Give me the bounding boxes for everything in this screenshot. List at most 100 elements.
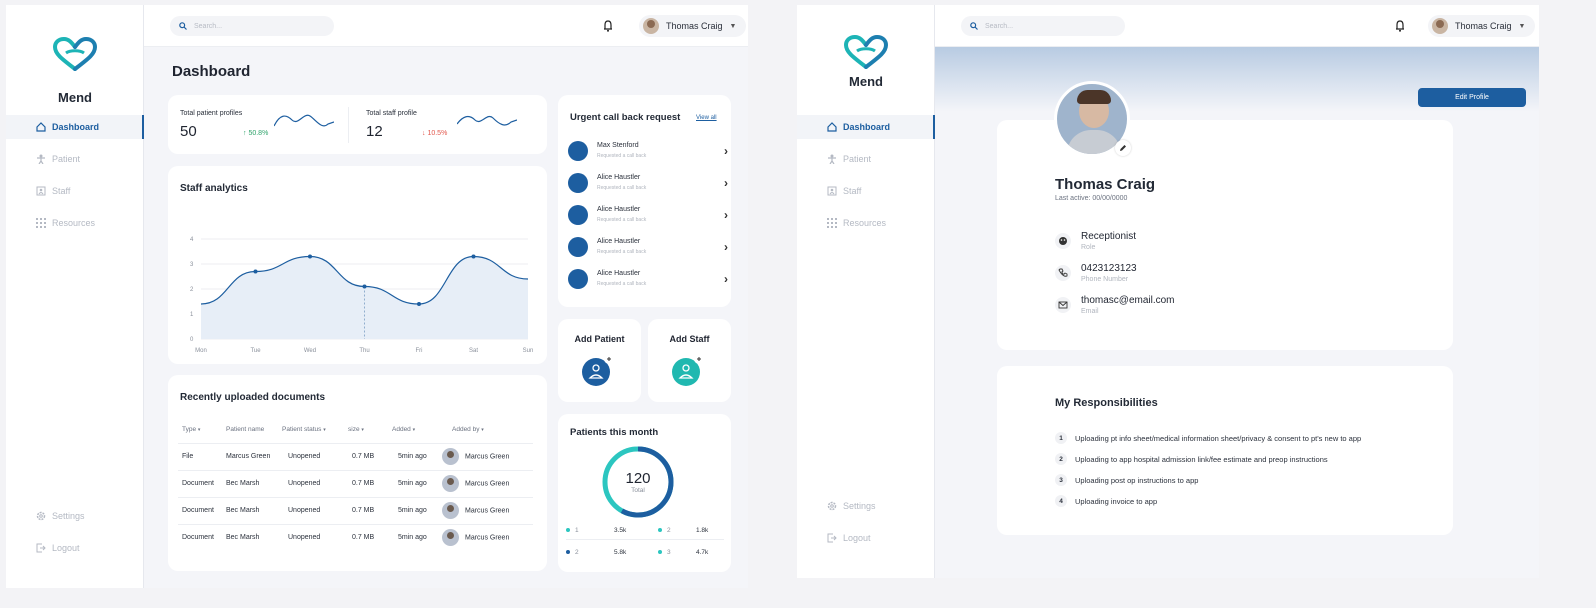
avatar <box>442 448 459 465</box>
sidebar-item-resources[interactable]: Resources <box>6 211 144 235</box>
sidebar-item-dashboard[interactable]: Dashboard <box>797 115 935 139</box>
person-avatar-icon <box>568 141 588 161</box>
column-added-by[interactable]: Added by ▾ <box>452 426 484 434</box>
patients-month-title: Patients this month <box>570 427 659 438</box>
data-point <box>253 269 258 274</box>
callback-item[interactable]: Alice Haustler Requested a call back › <box>568 235 728 259</box>
sidebar-item-label: Patient <box>52 154 81 164</box>
cell-type: Document <box>178 523 222 551</box>
callback-item[interactable]: Alice Haustler Requested a call back › <box>568 203 728 227</box>
person-avatar-icon <box>568 173 588 193</box>
y-tick-label: 1 <box>190 312 194 318</box>
sidebar-item-label: Logout <box>52 543 80 553</box>
cell-type: Document <box>178 496 222 524</box>
sidebar-item-label: Patient <box>843 154 872 164</box>
add-staff-label: Add Staff <box>669 334 710 344</box>
column-patient-status[interactable]: Patient status ▾ <box>282 426 326 434</box>
callback-item[interactable]: Alice Haustler Requested a call back › <box>568 267 728 291</box>
column-size[interactable]: size ▾ <box>348 426 364 434</box>
patients-total-label: Total <box>631 487 645 494</box>
info-value: Receptionist <box>1081 231 1137 242</box>
callback-name: Alice Haustler <box>597 238 641 245</box>
email-icon <box>1055 297 1071 313</box>
x-tick-label: Tue <box>250 348 261 354</box>
sidebar-item-settings[interactable]: Settings <box>6 504 144 528</box>
cell-added-by: Marcus Green <box>438 442 533 470</box>
sidebar-item-patient[interactable]: Patient <box>6 147 144 171</box>
gear-icon <box>827 501 837 511</box>
sidebar-item-label: Dashboard <box>843 122 891 132</box>
x-tick-label: Thu <box>359 348 369 354</box>
brand-name: Mend <box>849 74 883 89</box>
sidebar-item-logout[interactable]: Logout <box>6 536 144 560</box>
bell-icon[interactable] <box>603 20 613 32</box>
stat-change-up: ↑ 50.8% <box>243 130 269 137</box>
divider <box>348 107 349 143</box>
callback-sub: Requested a call back <box>597 249 647 255</box>
callback-name: Alice Haustler <box>597 206 641 213</box>
column-type[interactable]: Type ▾ <box>182 426 201 434</box>
column-added[interactable]: Added ▾ <box>392 426 416 434</box>
sidebar-item-staff[interactable]: Staff <box>6 179 144 203</box>
table-row[interactable]: Document Bec Marsh Unopened 0.7 MB 5min … <box>178 523 533 551</box>
id-card-icon <box>36 186 46 196</box>
profile-screen: Mend Dashboard Patient Staff Resources S… <box>797 5 1539 578</box>
data-point <box>362 284 367 289</box>
avatar <box>1432 18 1448 34</box>
stat-label: Total staff profile <box>366 110 417 117</box>
donut-segment-blue <box>602 446 674 518</box>
sidebar-item-resources[interactable]: Resources <box>797 211 935 235</box>
sidebar-item-label: Resources <box>843 218 887 228</box>
user-name: Thomas Craig <box>1455 21 1512 31</box>
cell-status: Unopened <box>278 469 344 497</box>
view-all-link[interactable]: View all <box>696 115 717 121</box>
sidebar-item-label: Staff <box>843 186 862 196</box>
sidebar-item-label: Settings <box>843 501 876 511</box>
sparkline <box>457 115 517 126</box>
sidebar-item-dashboard[interactable]: Dashboard <box>6 115 144 139</box>
chevron-right-icon: › <box>724 240 728 254</box>
column-patient-name[interactable]: Patient name <box>226 426 265 434</box>
edit-photo-icon[interactable] <box>1115 140 1131 156</box>
add-patient-button[interactable]: Add Patient <box>558 319 641 402</box>
documents-table: Type ▾ Patient name Patient status ▾ siz… <box>178 417 533 551</box>
chevron-right-icon: › <box>724 176 728 190</box>
cell-status: Unopened <box>278 442 344 470</box>
cell-type: File <box>178 442 222 470</box>
responsibility-item: 2 Uploading to app hospital admission lin… <box>1055 451 1328 467</box>
cell-patient-name: Bec Marsh <box>222 496 278 524</box>
callback-card: Urgent call back request View all Max St… <box>558 95 731 307</box>
table-row[interactable]: File Marcus Green Unopened 0.7 MB 5min a… <box>178 442 533 470</box>
chevron-right-icon: › <box>724 208 728 222</box>
last-active: Last active: 00/00/0000 <box>1055 195 1128 202</box>
sidebar-item-label: Staff <box>52 186 71 196</box>
mend-logo-icon <box>52 37 98 71</box>
x-tick-label: Mon <box>195 348 207 354</box>
sidebar-item-logout[interactable]: Logout <box>797 526 935 550</box>
cell-size: 0.7 MB <box>344 442 388 470</box>
sidebar-item-settings[interactable]: Settings <box>797 494 935 518</box>
y-tick-label: 4 <box>190 237 194 243</box>
add-staff-button[interactable]: Add Staff <box>648 319 731 402</box>
data-point <box>308 254 312 259</box>
edit-profile-button[interactable]: Edit Profile <box>1418 88 1526 107</box>
table-row[interactable]: Document Bec Marsh Unopened 0.7 MB 5min … <box>178 496 533 524</box>
table-row[interactable]: Document Bec Marsh Unopened 0.7 MB 5min … <box>178 469 533 497</box>
sidebar-item-patient[interactable]: Patient <box>797 147 935 171</box>
user-menu[interactable]: Thomas Craig ▼ <box>639 15 747 37</box>
documents-title: Recently uploaded documents <box>180 392 326 403</box>
stat-value: 50 <box>180 123 197 140</box>
callback-item[interactable]: Max Stenford Requested a call back › <box>568 139 728 163</box>
search-input[interactable]: Search... <box>170 16 334 36</box>
user-menu[interactable]: Thomas Craig ▼ <box>1428 15 1536 37</box>
callback-item[interactable]: Alice Haustler Requested a call back › <box>568 171 728 195</box>
search-input[interactable]: Search... <box>961 16 1125 36</box>
sidebar-item-staff[interactable]: Staff <box>797 179 935 203</box>
callback-name: Max Stenford <box>597 142 639 149</box>
user-name: Thomas Craig <box>666 21 723 31</box>
top-bar: Search... Thomas Craig ▼ <box>144 5 748 47</box>
info-label: Email <box>1081 308 1099 315</box>
bell-icon[interactable] <box>1395 20 1405 32</box>
x-tick-label: Fri <box>416 348 423 354</box>
cell-patient-name: Bec Marsh <box>222 523 278 551</box>
